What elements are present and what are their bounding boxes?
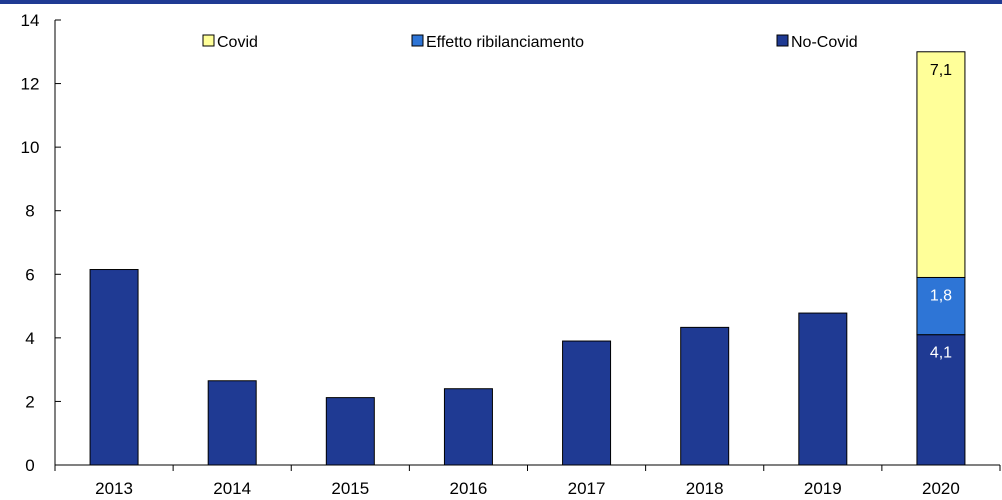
x-tick-label-2017: 2017 [568,479,606,498]
legend: Covid Effetto ribilanciamento No-Covid [202,34,858,51]
legend-swatch-covid [202,34,215,47]
data-label-2020-covid: 7,1 [930,62,952,79]
bar-2019-no-covid [798,312,848,466]
data-label-2020-effetto-ribilanciamento: 1,8 [930,287,952,304]
data-label-2020-no-covid: 4,1 [930,345,952,362]
y-tick-label-8: 8 [25,202,34,221]
x-tick-label-2014: 2014 [213,479,251,498]
bar-2013-no-covid [89,269,139,466]
top-rule [0,0,1002,4]
x-tick-label-2019: 2019 [804,479,842,498]
x-tick-label-2018: 2018 [686,479,724,498]
bar-2020-covid [916,51,966,278]
legend-label-effetto-ribilanciamento: Effetto ribilanciamento [426,34,584,51]
bars-layer [89,51,966,466]
x-tick-label-2013: 2013 [95,479,133,498]
labels-layer: 4,1 1,8 7,1 0 2 4 6 8 10 12 14 2013 2014 2015 2016 2017… [21,11,960,498]
bar-2017-no-covid [562,340,612,466]
axes-layer [54,19,1001,471]
legend-label-covid: Covid [217,34,258,51]
y-tick-label-14: 14 [21,11,40,30]
y-tick-label-4: 4 [25,329,34,348]
x-tick-label-2016: 2016 [450,479,488,498]
legend-swatch-effetto-ribilanciamento [411,34,424,47]
y-tick-label-10: 10 [21,138,40,157]
x-tick-label-2020: 2020 [922,479,960,498]
bar-2020-effetto-ribilanciamento [916,276,966,336]
bar-2018-no-covid [680,326,730,466]
y-tick-label-12: 12 [21,75,40,94]
bar-2015-no-covid [325,397,375,466]
y-tick-label-6: 6 [25,265,34,284]
y-tick-label-0: 0 [25,456,34,475]
legend-label-no-covid: No-Covid [791,34,858,51]
legend-swatch-no-covid [776,34,789,47]
y-tick-label-2: 2 [25,392,34,411]
x-tick-label-2015: 2015 [331,479,369,498]
bar-2016-no-covid [443,388,493,466]
bar-2014-no-covid [207,380,257,466]
